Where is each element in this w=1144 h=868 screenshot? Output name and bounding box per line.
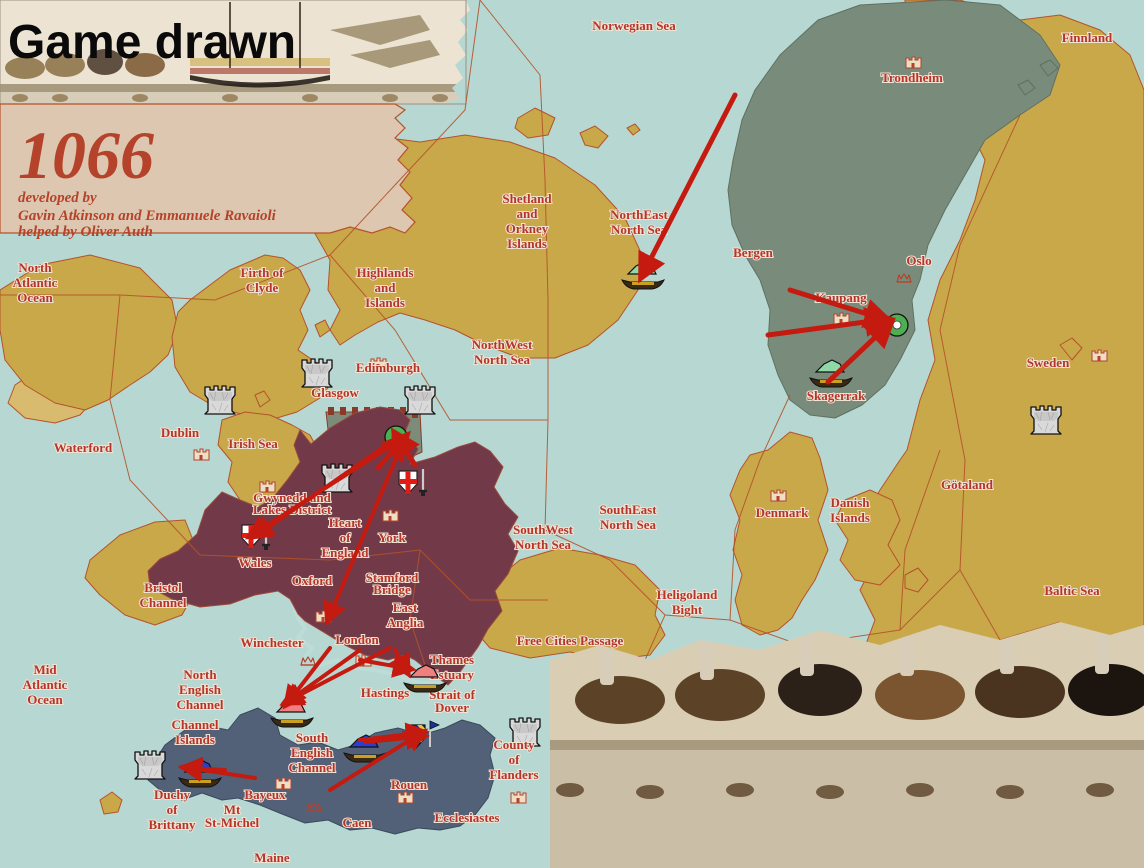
svg-text:Shetland: Shetland: [502, 191, 552, 206]
svg-text:Bight: Bight: [672, 602, 703, 617]
svg-text:Sweden: Sweden: [1027, 355, 1070, 370]
svg-text:Heart: Heart: [329, 515, 362, 530]
svg-text:North: North: [18, 260, 52, 275]
svg-text:England: England: [322, 545, 370, 560]
svg-text:Wales: Wales: [238, 555, 271, 570]
svg-text:Caen: Caen: [343, 815, 373, 830]
svg-text:Ocean: Ocean: [27, 692, 63, 707]
svg-text:Clyde: Clyde: [246, 280, 279, 295]
svg-text:Danish: Danish: [830, 495, 870, 510]
svg-text:Waterford: Waterford: [54, 440, 113, 455]
svg-text:Finnland: Finnland: [1062, 30, 1113, 45]
svg-text:Bristol: Bristol: [144, 580, 182, 595]
svg-text:Duchy: Duchy: [154, 787, 191, 802]
svg-text:Atlantic: Atlantic: [23, 677, 68, 692]
svg-text:NorthWest: NorthWest: [472, 337, 533, 352]
svg-text:Oxford: Oxford: [292, 573, 333, 588]
svg-text:of: of: [340, 530, 352, 545]
svg-text:1066: 1066: [18, 117, 154, 193]
svg-text:Baltic Sea: Baltic Sea: [1044, 583, 1100, 598]
svg-text:Irish Sea: Irish Sea: [228, 436, 278, 451]
svg-text:North Sea: North Sea: [515, 537, 571, 552]
svg-text:of: of: [509, 752, 521, 767]
svg-text:Thames: Thames: [430, 652, 474, 667]
svg-text:London: London: [335, 632, 379, 647]
svg-text:Trondheim: Trondheim: [881, 70, 943, 85]
svg-text:Denmark: Denmark: [756, 505, 809, 520]
svg-text:and: and: [375, 280, 397, 295]
svg-text:Winchester: Winchester: [240, 635, 304, 650]
svg-text:Game drawn: Game drawn: [8, 16, 296, 69]
svg-text:helped by Oliver Auth: helped by Oliver Auth: [18, 224, 153, 240]
svg-text:North Sea: North Sea: [611, 222, 667, 237]
svg-text:Ocean: Ocean: [17, 290, 53, 305]
svg-text:and: and: [517, 206, 539, 221]
svg-text:Free Cities Passage: Free Cities Passage: [517, 633, 624, 648]
svg-text:East: East: [393, 600, 418, 615]
svg-text:Channel: Channel: [140, 595, 187, 610]
svg-text:South: South: [296, 730, 329, 745]
svg-text:developed by: developed by: [18, 190, 97, 206]
svg-text:St-Michel: St-Michel: [205, 815, 260, 830]
svg-text:of: of: [167, 802, 179, 817]
svg-text:Anglia: Anglia: [387, 615, 424, 630]
svg-text:Dublin: Dublin: [161, 425, 200, 440]
svg-text:Islands: Islands: [830, 510, 870, 525]
svg-text:Channel: Channel: [289, 760, 336, 775]
svg-text:Atlantic: Atlantic: [13, 275, 58, 290]
svg-text:Ecclesiastes: Ecclesiastes: [435, 810, 500, 825]
svg-text:Mid: Mid: [33, 662, 57, 677]
svg-text:Channel: Channel: [177, 697, 224, 712]
svg-text:Channel: Channel: [172, 717, 219, 732]
svg-text:Oslo: Oslo: [906, 253, 931, 268]
svg-text:Glasgow: Glasgow: [311, 385, 359, 400]
svg-text:Skagerrak: Skagerrak: [807, 388, 866, 403]
svg-text:North Sea: North Sea: [474, 352, 530, 367]
svg-text:English: English: [291, 745, 334, 760]
svg-text:Orkney: Orkney: [506, 221, 549, 236]
svg-text:SouthWest: SouthWest: [513, 522, 574, 537]
svg-text:Hastings: Hastings: [361, 685, 409, 700]
svg-text:Flanders: Flanders: [489, 767, 538, 782]
svg-text:Islands: Islands: [175, 732, 215, 747]
svg-text:Brittany: Brittany: [149, 817, 196, 832]
svg-text:Norwegian Sea: Norwegian Sea: [592, 18, 676, 33]
svg-text:SouthEast: SouthEast: [599, 502, 657, 517]
svg-text:Heligoland: Heligoland: [657, 587, 718, 602]
svg-text:Islands: Islands: [365, 295, 405, 310]
svg-text:Bridge: Bridge: [373, 582, 411, 597]
svg-text:Rouen: Rouen: [391, 777, 428, 792]
svg-text:Bayeux: Bayeux: [244, 787, 286, 802]
svg-text:NorthEast: NorthEast: [610, 207, 668, 222]
svg-text:Edimburgh: Edimburgh: [356, 360, 421, 375]
svg-text:Dover: Dover: [435, 700, 469, 715]
svg-text:Highlands: Highlands: [356, 265, 413, 280]
svg-text:North: North: [183, 667, 217, 682]
svg-text:County: County: [493, 737, 535, 752]
svg-text:Gavin Atkinson and Emmanuele R: Gavin Atkinson and Emmanuele Ravaioli: [18, 208, 277, 224]
svg-text:Bergen: Bergen: [733, 245, 773, 260]
svg-text:York: York: [378, 530, 406, 545]
svg-text:Götaland: Götaland: [941, 477, 994, 492]
svg-text:Islands: Islands: [507, 236, 547, 251]
svg-text:Maine: Maine: [254, 850, 290, 865]
svg-text:North Sea: North Sea: [600, 517, 656, 532]
svg-text:Firth of: Firth of: [241, 265, 285, 280]
svg-text:English: English: [179, 682, 222, 697]
